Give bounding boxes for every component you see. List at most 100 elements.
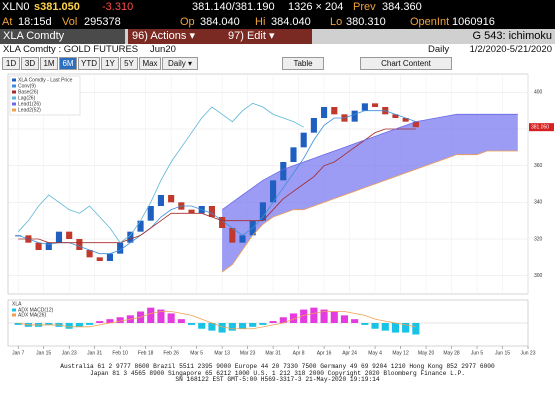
label: OpenInt [410,16,450,28]
candle [117,242,124,254]
x-tick-label: Jan 23 [62,350,77,356]
x-tick-label: Jun 15 [495,350,510,356]
macd-bar [249,323,257,327]
security-input[interactable]: XLA Comdty [0,29,125,44]
x-tick-label: May 20 [418,350,435,356]
period: Daily [428,44,450,55]
low: 380.310 [346,16,386,28]
legend-swatch [12,78,16,82]
x-tick-label: Jan 7 [12,350,24,356]
x-tick-label: Apr 16 [317,350,332,356]
candle [290,147,297,162]
edit-menu[interactable]: 97) Edit ▾ [224,29,312,44]
cloud [222,114,518,272]
table-button[interactable]: Table [282,57,324,70]
period-tab[interactable]: 5Y [120,57,138,70]
cloud-line [221,113,518,210]
macd-bar [75,323,83,327]
bid-ask: 381.140/381.190 [192,1,275,13]
macd-bar [371,323,379,329]
macd-bar [351,319,359,323]
macd-bar [361,323,369,325]
period-tab[interactable]: Daily ▾ [162,57,198,70]
macd-bar [238,323,247,329]
y-tick-label: 340 [534,200,543,206]
candle [168,195,175,203]
macd-bar [310,307,318,323]
x-tick-label: Jan 15 [36,350,51,356]
candle [361,103,368,111]
function-name: G 543: ichimoku [472,30,552,42]
period-tab[interactable]: 1Y [101,57,119,70]
macd-bar [198,323,206,329]
candle [412,121,419,128]
macd-bar [96,321,104,323]
footer-line: SN 168122 EST GMT-5:00 H569-3317-3 21-Ma… [175,376,380,383]
macd-bar [381,323,389,331]
macd-bar [86,323,94,325]
last-price-label: 381.050 [531,124,549,130]
label: Lo [330,16,343,28]
period-tab[interactable]: 3D [21,57,39,70]
indicator-line [17,102,304,244]
macd-bar [45,323,53,325]
candle [280,162,287,181]
tabs: Table Chart Content 1D 3D 1M 6M YTD 1Y 5Y Max Da… [0,57,555,70]
candle [45,242,52,250]
x-tick-label: Jun 23 [520,350,535,356]
legend-label: Lag(26) [18,95,36,101]
macd-bar [187,323,196,325]
security-name: XLA Comdty : GOLD FUTURES [3,44,139,55]
legend-swatch [12,108,16,112]
macd-bar [167,313,175,323]
candle [300,132,307,148]
subheader: XLA Comdty : GOLD FUTURES Jun20 Daily 1/… [0,44,555,56]
date-range: 1/2/2020-5/21/2020 [469,44,552,55]
candle [270,180,277,203]
actions-menu[interactable]: 96) Actions ▾ [128,29,224,44]
size: 1326 × 204 [288,1,344,13]
time: 18:15d [18,16,52,28]
period-tab[interactable]: 1D [2,57,20,70]
legend-box [9,75,81,116]
cloud-line [221,150,518,273]
x-tick-label: Mar 23 [240,350,256,356]
quote-row: XLN0 s381.050 -3.310 381.140/381.190 132… [0,0,555,15]
chart-content-button[interactable]: Chart Content [360,57,452,70]
open-interest: 1060916 [452,16,495,28]
candle [259,202,266,221]
x-tick-label: May 4 [368,350,382,356]
y-tick-label: 320 [534,236,543,242]
label: Hi [255,16,266,28]
macd-bar [320,309,328,323]
label: Vol [62,16,78,28]
macd-line [18,311,416,330]
macd-bar [228,323,236,331]
legend-swatch [12,102,16,106]
prev: 384.360 [382,1,422,13]
candle [127,231,134,243]
candle [219,217,226,228]
period-tab[interactable]: 1M [40,57,58,70]
period-tab[interactable]: 6M [59,57,77,70]
open: 384.040 [200,16,240,28]
candle [331,107,338,115]
candle [208,206,215,217]
period-tab[interactable]: Max [139,57,161,70]
candle [372,103,379,107]
x-tick-label: Feb 18 [138,350,154,356]
macd-bar [157,309,165,323]
macd-bar [412,323,420,335]
candle [229,228,236,243]
contract: Jun20 [150,44,176,55]
macd-bar [177,319,185,323]
macd-bar [116,317,124,323]
x-tick-label: Mar 13 [214,350,230,356]
period-tab[interactable]: YTD [78,57,100,70]
macd-bar [340,315,349,323]
label: Op [180,16,195,28]
last-price: s381.050 [34,1,80,13]
macd-bar [269,321,277,323]
